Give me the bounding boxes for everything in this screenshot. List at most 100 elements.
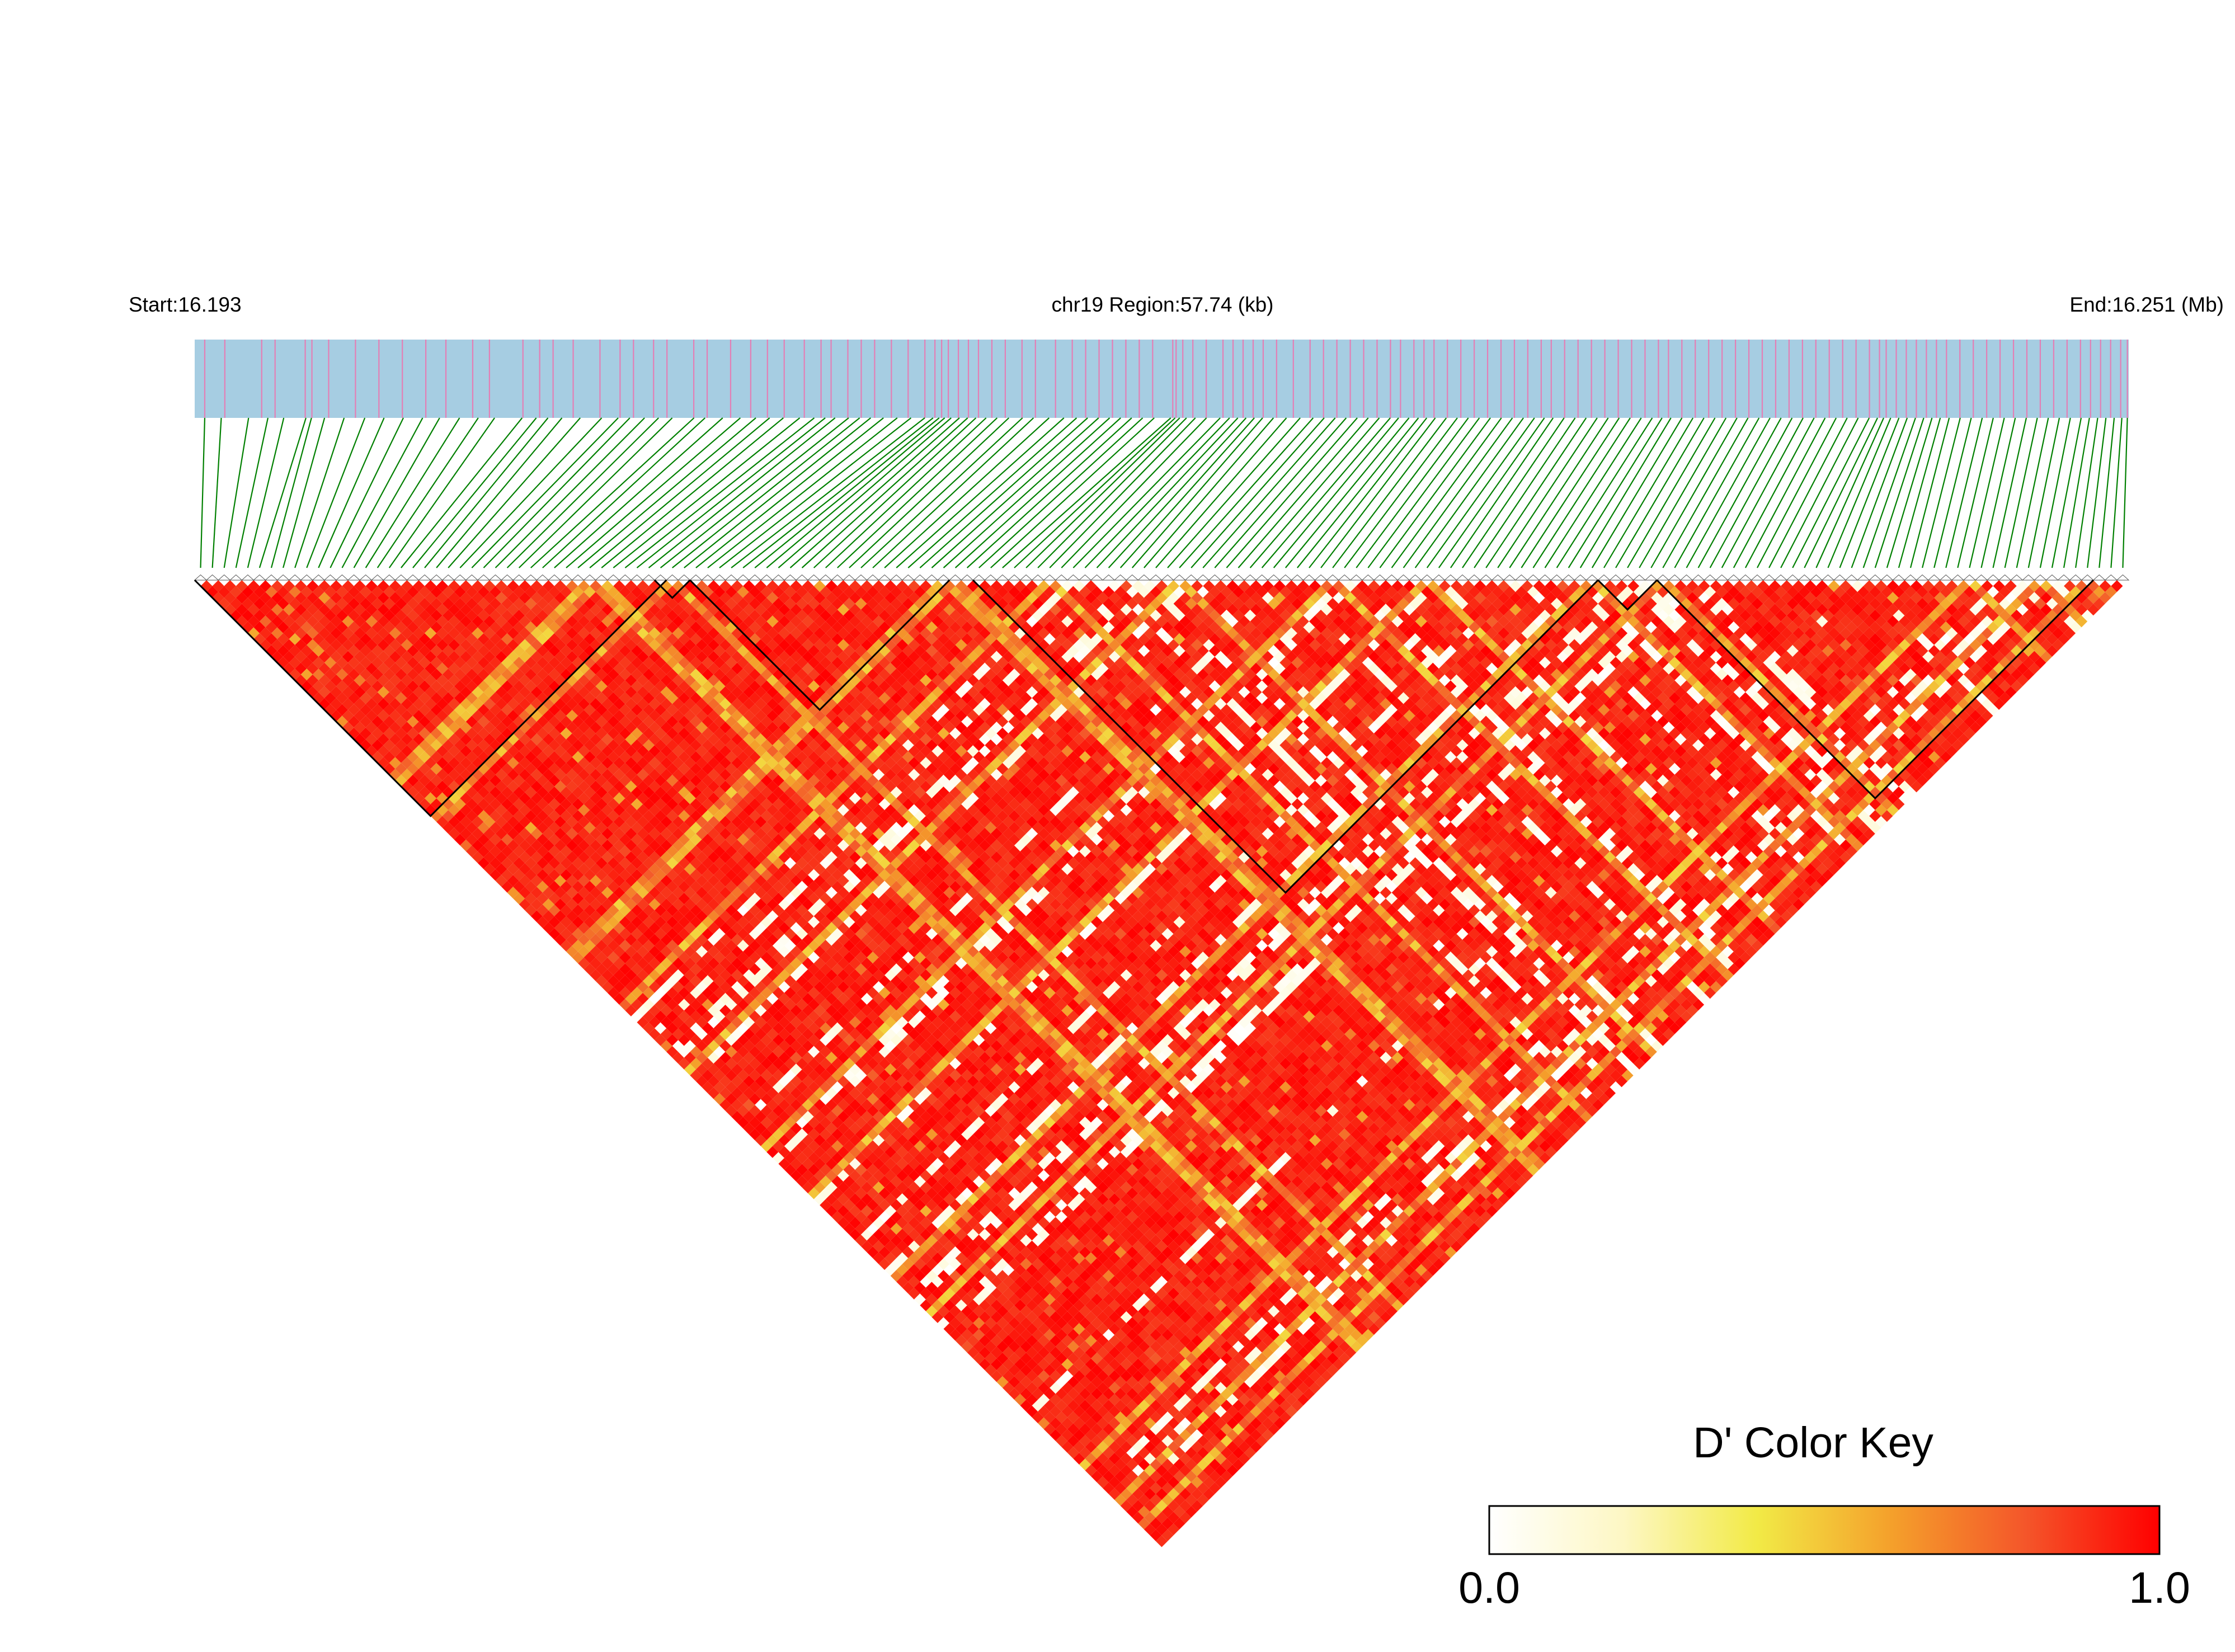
snp-connector-line	[789, 417, 960, 568]
ld-cell	[253, 621, 266, 633]
ld-cell	[755, 1134, 767, 1146]
ld-cell	[766, 1016, 779, 1029]
ld-cell	[943, 1252, 956, 1264]
ld-cell	[684, 887, 696, 899]
snp-connector-line	[1886, 417, 1933, 568]
ld-cell	[784, 1069, 797, 1081]
ld-cell	[678, 999, 690, 1011]
ld-cell	[878, 1175, 891, 1188]
ld-cell	[1097, 1287, 1109, 1300]
ld-cell	[537, 727, 549, 740]
snp-connector-line	[754, 417, 940, 568]
snp-connector-line	[1309, 417, 1428, 568]
ld-cell	[495, 863, 507, 875]
ld-cell	[1002, 1370, 1015, 1382]
ld-cell	[289, 669, 301, 681]
ld-cell	[530, 910, 543, 923]
ld-cell	[554, 898, 566, 911]
ld-cell	[813, 1134, 826, 1146]
ld-cell	[507, 804, 519, 816]
ld-cell	[702, 928, 714, 940]
ld-cell	[519, 721, 531, 734]
ld-cell	[1161, 1505, 1174, 1518]
ld-cell	[277, 586, 289, 598]
ld-cell	[537, 798, 549, 811]
ld-cell	[1020, 1246, 1032, 1259]
ld-cell	[707, 1040, 720, 1052]
ld-cell	[371, 669, 384, 681]
ld-cell	[1020, 1364, 1032, 1376]
ld-cell	[973, 1293, 985, 1306]
ld-cell	[1161, 1435, 1174, 1447]
ld-cell	[407, 597, 419, 610]
ld-cell	[1091, 1317, 1103, 1329]
snp-connector-line	[837, 417, 998, 568]
ld-cell	[802, 1157, 814, 1170]
ld-cell	[377, 651, 389, 663]
ld-cell	[1073, 1347, 1085, 1359]
ld-cell	[537, 739, 549, 751]
ld-cell	[855, 1105, 867, 1117]
snp-connector-line	[1603, 417, 1694, 568]
ld-cell	[1026, 1370, 1038, 1382]
ld-cell	[1026, 1405, 1038, 1418]
ld-cell	[425, 698, 437, 710]
ld-cell	[825, 1110, 837, 1123]
ld-cell	[943, 1322, 956, 1335]
ld-cell	[395, 727, 407, 740]
ld-cell	[460, 651, 472, 663]
ld-cell	[253, 597, 266, 610]
ld-cell	[725, 1022, 737, 1034]
ld-cell	[731, 945, 744, 958]
ld-cell	[1103, 1482, 1115, 1494]
ld-cell	[831, 1140, 844, 1152]
ld-cell	[407, 644, 419, 657]
ld-cell	[855, 1222, 867, 1235]
ld-cell	[849, 1229, 861, 1241]
ld-cell	[943, 1229, 956, 1241]
ld-cell	[749, 1105, 761, 1117]
snp-connector-line	[1909, 417, 1950, 568]
ld-cell	[967, 1264, 979, 1276]
ld-cell	[749, 975, 761, 987]
ld-cell	[542, 816, 554, 828]
snp-connector-line	[1874, 417, 1925, 568]
ld-cell	[365, 721, 378, 734]
snp-connector-line	[1403, 417, 1513, 568]
snp-connector-line	[401, 417, 523, 568]
snp-connector-line	[648, 417, 836, 568]
ld-cell	[1043, 1352, 1056, 1364]
ld-cell	[537, 916, 549, 928]
ld-cell	[760, 1117, 773, 1129]
ld-cell	[908, 1276, 920, 1288]
ld-cell	[454, 834, 466, 846]
snp-connector-line	[2122, 417, 2128, 568]
ld-cell	[1161, 1411, 1174, 1424]
ld-cell	[572, 845, 584, 858]
ld-cell	[743, 1122, 755, 1135]
ld-cell	[831, 1152, 844, 1164]
ld-cell	[590, 887, 602, 899]
ld-cell	[307, 627, 319, 639]
ld-cell	[1043, 1411, 1056, 1424]
snp-connector-line	[1072, 417, 1221, 568]
ld-cell	[931, 1169, 944, 1182]
snp-connector-line	[1662, 417, 1749, 568]
ld-cell	[542, 733, 554, 746]
ld-cell	[855, 1175, 867, 1188]
snp-connector-line	[1426, 417, 1535, 568]
ld-cell	[454, 704, 466, 716]
ld-cell	[401, 651, 413, 663]
track-background	[195, 340, 2129, 418]
ld-cell	[873, 1146, 885, 1158]
ld-cell	[489, 810, 502, 822]
ld-cell	[896, 1157, 909, 1170]
ld-cell	[702, 904, 714, 916]
ld-cell	[743, 981, 755, 993]
ld-cell	[884, 1134, 897, 1146]
ld-cell	[778, 981, 791, 993]
ld-cell	[389, 651, 401, 663]
ld-cell	[1038, 1382, 1050, 1394]
ld-cell	[354, 592, 366, 604]
ld-cell	[312, 609, 324, 622]
